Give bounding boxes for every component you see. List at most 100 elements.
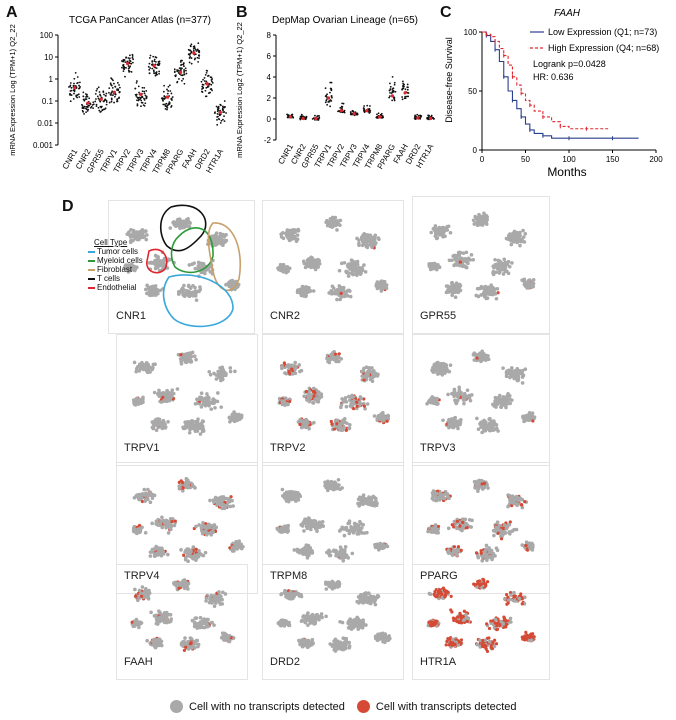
umap-cell-neg [504, 405, 508, 410]
umap-cell-neg [282, 265, 287, 270]
chart-b-point [404, 97, 407, 100]
chart-a-point [109, 82, 112, 85]
chart-a-point [158, 72, 160, 75]
chart-a-point [85, 96, 87, 98]
umap-cell-neg [453, 295, 458, 299]
umap-cell-neg [494, 296, 499, 301]
umap-cell-neg [331, 218, 335, 222]
umap-cell-pos [177, 480, 181, 484]
umap-cell-neg [372, 414, 377, 418]
chart-a-point [147, 65, 150, 68]
umap-cell-neg [363, 236, 368, 240]
chart-b-point [331, 96, 333, 99]
umap-cell-neg [187, 263, 192, 267]
umap-cell-neg [156, 392, 160, 396]
chart-a-point [166, 88, 168, 91]
chart-a-point [108, 91, 110, 94]
umap-cell-neg [183, 550, 187, 554]
umap-cell-neg [479, 425, 483, 429]
chart-b-point [419, 116, 422, 118]
umap-cell-neg [205, 392, 209, 396]
chart-a-point [179, 61, 182, 63]
umap-cell-neg [495, 426, 499, 431]
umap-cell-neg [232, 410, 236, 414]
umap-cell-neg [480, 420, 484, 424]
chart-a-point [116, 89, 118, 91]
umap-cell-neg [454, 419, 459, 423]
chart-b-point [329, 87, 332, 90]
umap-cell-neg [126, 267, 130, 272]
chart-a-point [102, 100, 105, 103]
chart-a-point [113, 95, 116, 98]
chart-a-point [210, 76, 213, 79]
chart-a-point [171, 96, 174, 98]
panel-letter-a: A [6, 4, 18, 21]
chart-a-point [149, 67, 152, 69]
chart-a-title: TCGA PanCancer Atlas (n=377) [69, 15, 211, 26]
chart-b-point [388, 96, 391, 99]
umap-cell-neg [457, 263, 462, 268]
umap-cell-neg [366, 372, 370, 377]
umap-cell-neg [376, 286, 381, 290]
chart-b-point [404, 88, 407, 91]
umap-cell-neg [191, 484, 196, 489]
umap-cell-neg [493, 402, 497, 407]
umap-cell-neg [150, 261, 154, 265]
chart-a-point [190, 50, 193, 53]
umap-cell-neg [312, 265, 316, 270]
umap-cell-neg [488, 416, 492, 421]
chart-a-point [168, 101, 171, 104]
chart-a-point [165, 105, 168, 108]
chart-a-point [220, 119, 223, 122]
chart-b-median [429, 116, 433, 121]
umap-cell-neg [476, 427, 481, 432]
chart-a-point [177, 69, 180, 72]
umap-cell-neg [335, 218, 340, 223]
chart-a-point [103, 93, 105, 96]
umap-cell-pos [182, 553, 186, 557]
umap-cell-neg [492, 419, 496, 423]
chart-b-point [406, 91, 409, 94]
chart-a-point [128, 57, 131, 60]
chart-a-point [195, 50, 198, 52]
umap-scatter [275, 478, 390, 563]
chart-a-point [183, 73, 186, 76]
chart-a-point [92, 107, 95, 110]
chart-a-point [123, 65, 125, 68]
umap-cell-neg [194, 524, 198, 529]
umap-cell-neg [349, 265, 354, 269]
umap-cell-neg [196, 260, 201, 265]
celltype-outline [159, 204, 207, 252]
umap-cell-neg [437, 232, 441, 237]
chart-a-median [139, 92, 143, 96]
chart-b-point [369, 109, 372, 112]
umap-cell-neg [163, 422, 167, 427]
umap-cell-neg [180, 224, 185, 229]
umap-cell-neg [313, 397, 317, 402]
umap-cell-neg [304, 262, 308, 266]
chart-a-point [216, 119, 218, 121]
umap-cell-neg [323, 483, 327, 488]
umap-cell-neg [484, 427, 489, 431]
chart-a-point [185, 69, 187, 72]
umap-cell-neg [370, 379, 375, 384]
chart-a-point [171, 99, 173, 101]
umap-cell-neg [206, 526, 210, 530]
umap-cell-neg [450, 288, 455, 293]
chart-a-point [109, 93, 112, 96]
umap-cell-neg [522, 240, 527, 244]
umap-cell-neg [493, 291, 498, 296]
chart-a-point [213, 112, 216, 115]
umap-cell-neg [228, 366, 233, 370]
umap-cell-neg [207, 396, 211, 400]
chart-a-point [130, 71, 133, 73]
umap-cell-neg [198, 285, 202, 289]
umap-cell-neg [195, 289, 200, 294]
umap-cell-neg [149, 366, 153, 370]
umap-cell-neg [228, 369, 233, 374]
chart-a-point [97, 97, 100, 100]
umap-cell-neg [209, 401, 214, 405]
umap-cell-neg [444, 284, 449, 288]
chart-a-point [166, 92, 169, 95]
chart-a-point [110, 77, 113, 80]
